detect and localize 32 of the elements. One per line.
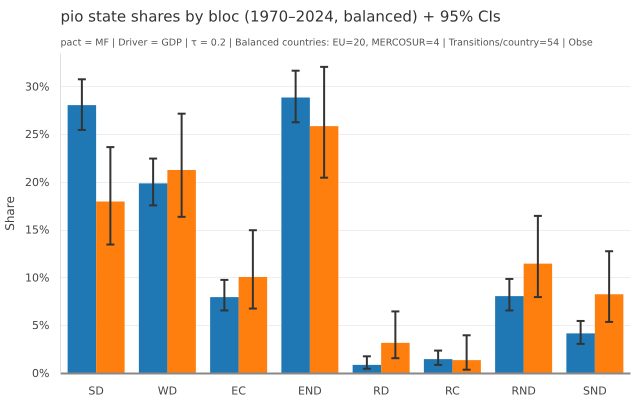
x-tick-label: RND bbox=[511, 384, 536, 398]
bar bbox=[68, 105, 96, 374]
y-tick-label: 10% bbox=[25, 271, 50, 284]
y-tick-label: 30% bbox=[25, 80, 50, 94]
bar bbox=[566, 333, 595, 374]
bar bbox=[524, 264, 552, 374]
x-tick-label: EC bbox=[231, 384, 246, 398]
bar bbox=[594, 294, 624, 374]
bar bbox=[167, 170, 196, 374]
chart-subtitle: pact = MF | Driver = GDP | τ = 0.2 | Balanced countries: EU=20, MERCOSUR=4 | Transitions/country=54 | Obse bbox=[60, 38, 593, 48]
bar bbox=[96, 202, 125, 374]
bar bbox=[381, 342, 410, 374]
bar bbox=[210, 297, 239, 374]
y-tick-label: 0% bbox=[32, 367, 50, 380]
y-axis-title: Share bbox=[3, 196, 18, 231]
bar bbox=[310, 126, 338, 374]
y-tick-label: 15% bbox=[25, 224, 50, 237]
bar bbox=[495, 296, 524, 374]
x-tick-label: RC bbox=[444, 384, 460, 398]
x-tick-label: END bbox=[298, 384, 322, 398]
chart-title: pio state shares by bloc (1970–2024, balanced) + 95% CIs bbox=[60, 8, 501, 26]
x-tick-label: WD bbox=[158, 384, 178, 398]
bar bbox=[281, 97, 310, 374]
x-tick-label: SND bbox=[583, 384, 607, 398]
y-tick-label: 20% bbox=[25, 176, 50, 189]
x-tick-label: SD bbox=[88, 384, 104, 398]
y-tick-label: 25% bbox=[25, 128, 50, 142]
bar bbox=[424, 359, 452, 374]
bar bbox=[238, 277, 268, 374]
x-tick-label: RD bbox=[373, 384, 390, 398]
y-tick-label: 5% bbox=[32, 319, 50, 332]
bar bbox=[138, 183, 168, 374]
